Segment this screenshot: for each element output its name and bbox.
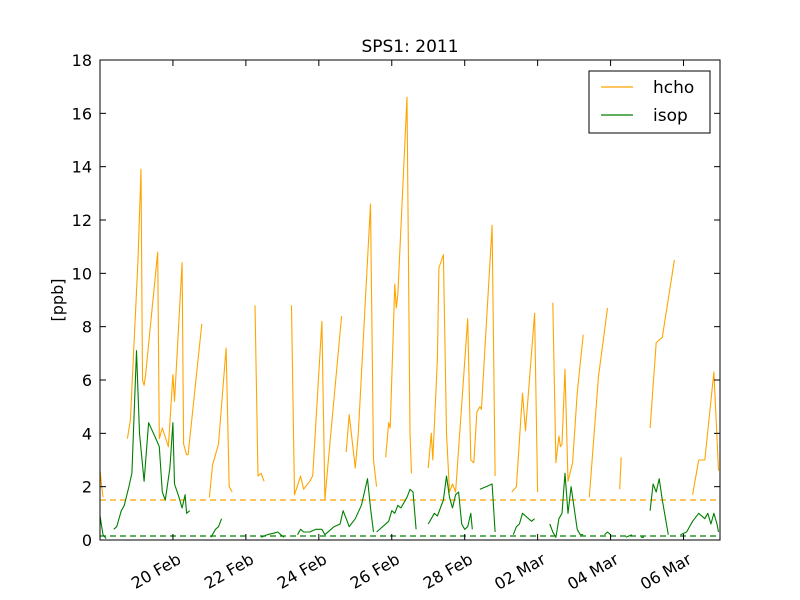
series-hcho-segment-13 (649, 259, 675, 429)
y-tick-label: 12 (72, 211, 92, 230)
chart-title: SPS1: 2011 (361, 37, 458, 57)
series-isop-segment-6 (376, 488, 417, 533)
plot-area (100, 96, 720, 540)
series-isop-segment-12 (625, 534, 633, 538)
series-hcho-segment-12 (619, 457, 622, 490)
series-hcho (100, 96, 720, 501)
y-tick-label: 8 (82, 318, 92, 337)
series-isop-segment-11 (604, 531, 611, 536)
legend-box (588, 70, 711, 134)
series-hcho-segment-3 (208, 347, 233, 498)
series-isop-segment-1 (100, 515, 107, 540)
series-isop-segment-9 (512, 512, 535, 535)
series-isop-segment-2 (113, 350, 191, 530)
series-isop-segment-3 (210, 518, 223, 538)
series-hcho-segment-7 (385, 96, 413, 474)
y-axis-label: [ppb] (48, 279, 67, 322)
series-hcho-segment-4 (254, 305, 265, 482)
series-isop-segment-15 (680, 512, 720, 536)
series-isop-segment-10 (549, 472, 584, 538)
series-hcho-segment-10 (552, 302, 584, 482)
series-isop (100, 350, 720, 540)
legend: hcho isop (588, 70, 711, 134)
series-hcho-segment-6 (345, 203, 378, 487)
y-tick-label: 14 (72, 158, 92, 177)
series-isop-segment-14 (649, 478, 669, 535)
y-tick-label: 0 (82, 531, 92, 550)
series-isop-segment-5 (297, 478, 375, 536)
y-tick-label: 6 (82, 371, 92, 390)
legend-label-isop: isop (653, 106, 688, 126)
y-tick-label: 4 (82, 424, 92, 443)
axes-frame (99, 59, 721, 541)
series-hcho-segment-9 (511, 312, 539, 493)
series-hcho-segment-14 (692, 371, 720, 495)
series-hcho-segment-11 (588, 307, 609, 498)
series-hcho-segment-5 (290, 305, 343, 501)
y-tick-label: 18 (72, 51, 92, 70)
series-isop-segment-4 (260, 531, 285, 538)
legend-label-hcho: hcho (653, 78, 694, 98)
series-hcho-segment-2 (126, 168, 203, 456)
series-hcho-segment-8 (427, 224, 496, 493)
series-isop-segment-7 (427, 475, 473, 530)
y-tick-label: 10 (72, 264, 92, 283)
series-isop-segment-8 (479, 483, 496, 533)
y-tick-label: 2 (82, 478, 92, 497)
y-tick-label: 16 (72, 104, 92, 123)
